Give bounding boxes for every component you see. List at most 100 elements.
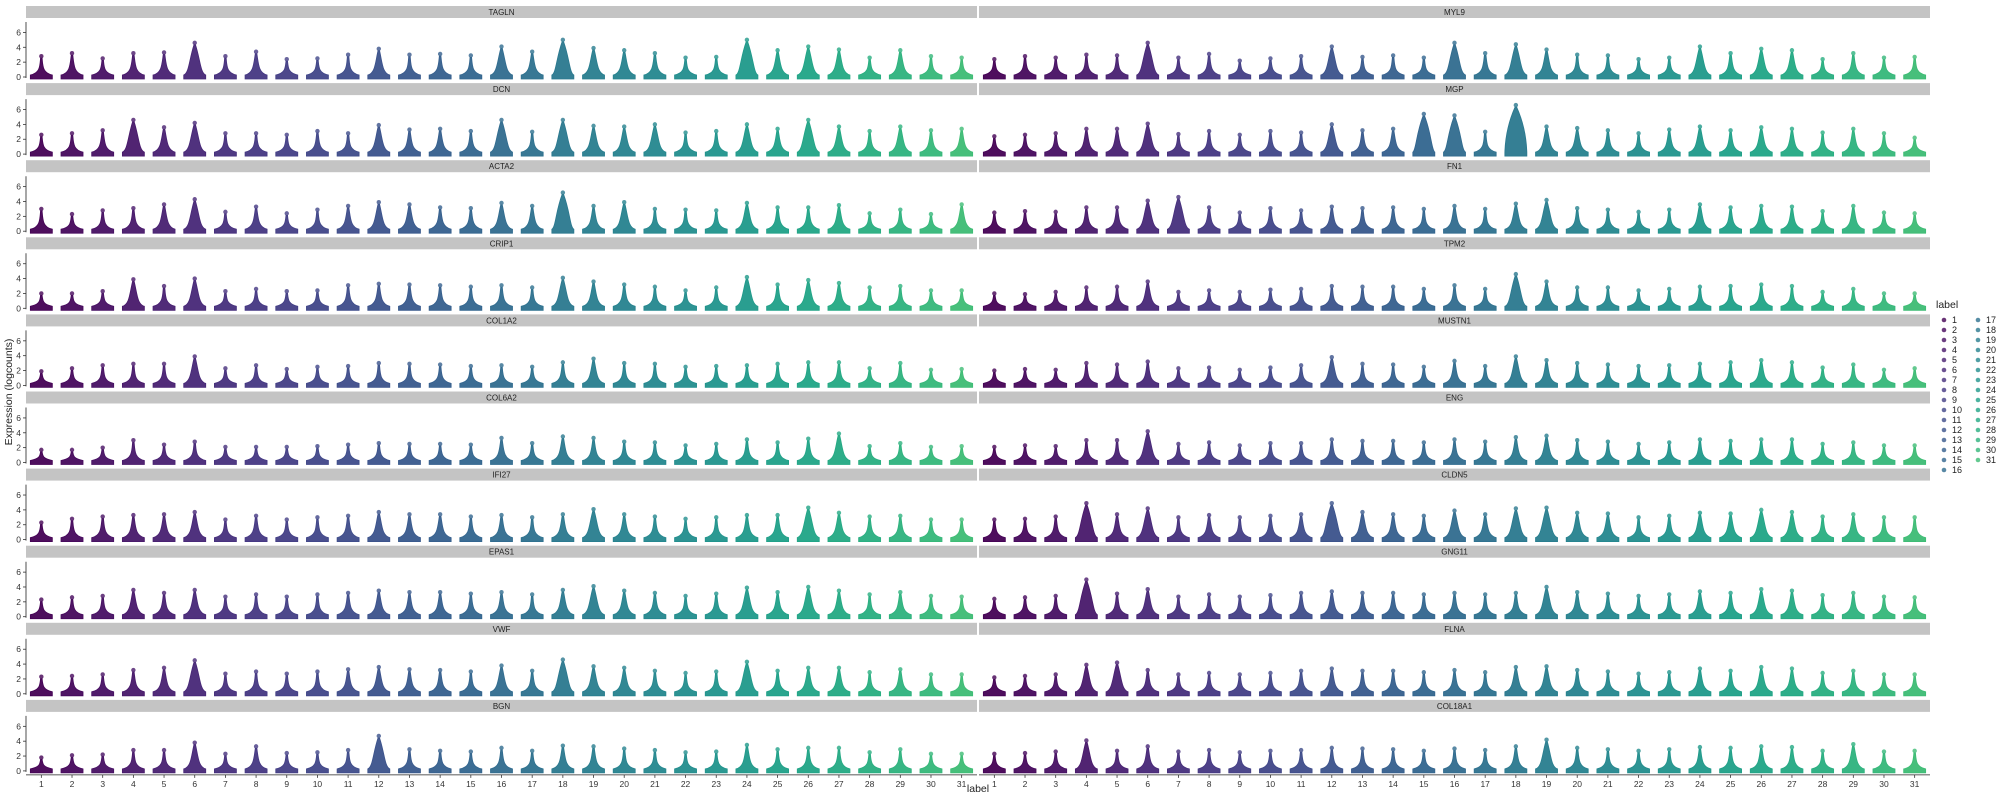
violin-2 xyxy=(1013,212,1037,234)
max-point xyxy=(867,55,872,60)
violin-12 xyxy=(1320,358,1344,388)
max-point xyxy=(1759,125,1764,130)
max-point xyxy=(345,590,351,596)
max-point xyxy=(223,517,228,522)
x-tick-label: 11 xyxy=(344,779,353,789)
violin-18 xyxy=(1504,510,1528,542)
max-point xyxy=(1667,670,1672,675)
max-point xyxy=(100,593,105,599)
violin-1 xyxy=(29,678,53,697)
max-point xyxy=(69,211,75,217)
max-point xyxy=(836,665,842,670)
violin-7 xyxy=(214,134,237,157)
max-point xyxy=(1145,506,1150,511)
violin-28 xyxy=(858,369,882,388)
max-point xyxy=(1084,662,1089,668)
violin-22 xyxy=(1627,597,1650,620)
violin-23 xyxy=(704,445,728,465)
max-point xyxy=(1728,668,1733,673)
violin-12 xyxy=(1320,593,1344,620)
violin-29 xyxy=(1841,366,1865,388)
max-point xyxy=(806,277,811,283)
violin-7 xyxy=(1167,753,1190,774)
violin-2 xyxy=(1013,677,1037,697)
x-tick-label: 24 xyxy=(1695,779,1705,789)
max-point xyxy=(192,740,197,745)
max-point xyxy=(1053,749,1058,754)
max-point xyxy=(1881,55,1887,60)
facet-panel: MGP xyxy=(979,83,1930,157)
violin-28 xyxy=(858,59,882,80)
violin-12 xyxy=(367,668,391,697)
violin-16 xyxy=(1443,207,1466,234)
y-tick-label: 0 xyxy=(16,226,21,236)
violin-20 xyxy=(1565,671,1589,697)
max-point xyxy=(714,128,719,134)
max-point xyxy=(560,275,566,281)
violin-9 xyxy=(1228,447,1252,465)
max-point xyxy=(1145,279,1150,284)
max-point xyxy=(683,593,688,599)
violin-30 xyxy=(919,755,943,774)
max-point xyxy=(131,587,136,593)
max-point xyxy=(1053,55,1058,60)
violin-18 xyxy=(1504,358,1528,388)
x-tick-label: 14 xyxy=(1388,779,1398,789)
max-point xyxy=(744,122,750,127)
violin-24 xyxy=(735,125,759,157)
max-point xyxy=(284,56,289,62)
x-tick-label: 21 xyxy=(650,779,660,789)
violin-11 xyxy=(1289,57,1313,80)
legend-key-13 xyxy=(1941,437,1947,443)
max-point xyxy=(1697,510,1703,516)
max-point xyxy=(898,48,903,53)
max-point xyxy=(928,128,934,133)
max-point xyxy=(1575,360,1580,366)
legend-key-29 xyxy=(1975,437,1981,443)
x-tick-label: 9 xyxy=(284,779,289,789)
max-point xyxy=(959,594,964,599)
violin-24 xyxy=(735,589,759,620)
violin-5 xyxy=(1105,595,1129,620)
legend-label: 29 xyxy=(1986,435,1996,445)
max-point xyxy=(867,750,872,755)
violin-4 xyxy=(121,671,145,697)
max-point xyxy=(1820,514,1825,519)
violin-15 xyxy=(1412,59,1436,80)
max-point xyxy=(284,444,289,450)
violin-9 xyxy=(275,598,299,620)
violin-17 xyxy=(1473,133,1497,157)
max-point xyxy=(775,512,780,518)
facet-title: GNG11 xyxy=(1441,548,1468,557)
violin-27 xyxy=(1780,441,1804,465)
violin-31 xyxy=(1903,676,1927,697)
violin-14 xyxy=(428,209,452,234)
violin-13 xyxy=(1351,442,1374,465)
x-tick-label: 29 xyxy=(896,779,906,789)
y-tick-label: 2 xyxy=(16,597,21,607)
max-point xyxy=(1053,514,1058,519)
max-point xyxy=(1421,670,1427,675)
violin-8 xyxy=(1197,596,1221,620)
max-point xyxy=(1145,359,1150,364)
x-tick-label: 6 xyxy=(192,779,197,789)
max-point xyxy=(1851,286,1856,292)
max-point xyxy=(376,440,381,446)
y-axis-title: Expression (logcounts) xyxy=(3,339,15,446)
max-point xyxy=(1114,591,1120,596)
legend-key-8 xyxy=(1941,387,1947,393)
max-point xyxy=(468,442,474,447)
x-tick-label: 26 xyxy=(1757,779,1767,789)
y-tick-label: 4 xyxy=(16,42,21,52)
violin-4 xyxy=(1074,130,1098,157)
facet-title: TPM2 xyxy=(1444,239,1466,248)
violin-20 xyxy=(612,364,636,388)
violin-29 xyxy=(888,364,912,388)
violin-31 xyxy=(950,130,974,157)
violin-2 xyxy=(60,677,84,697)
violin-1 xyxy=(29,136,53,157)
violin-25 xyxy=(1719,363,1742,388)
violin-18 xyxy=(551,279,575,311)
max-point xyxy=(131,438,136,443)
y-tick-label: 2 xyxy=(16,134,21,144)
